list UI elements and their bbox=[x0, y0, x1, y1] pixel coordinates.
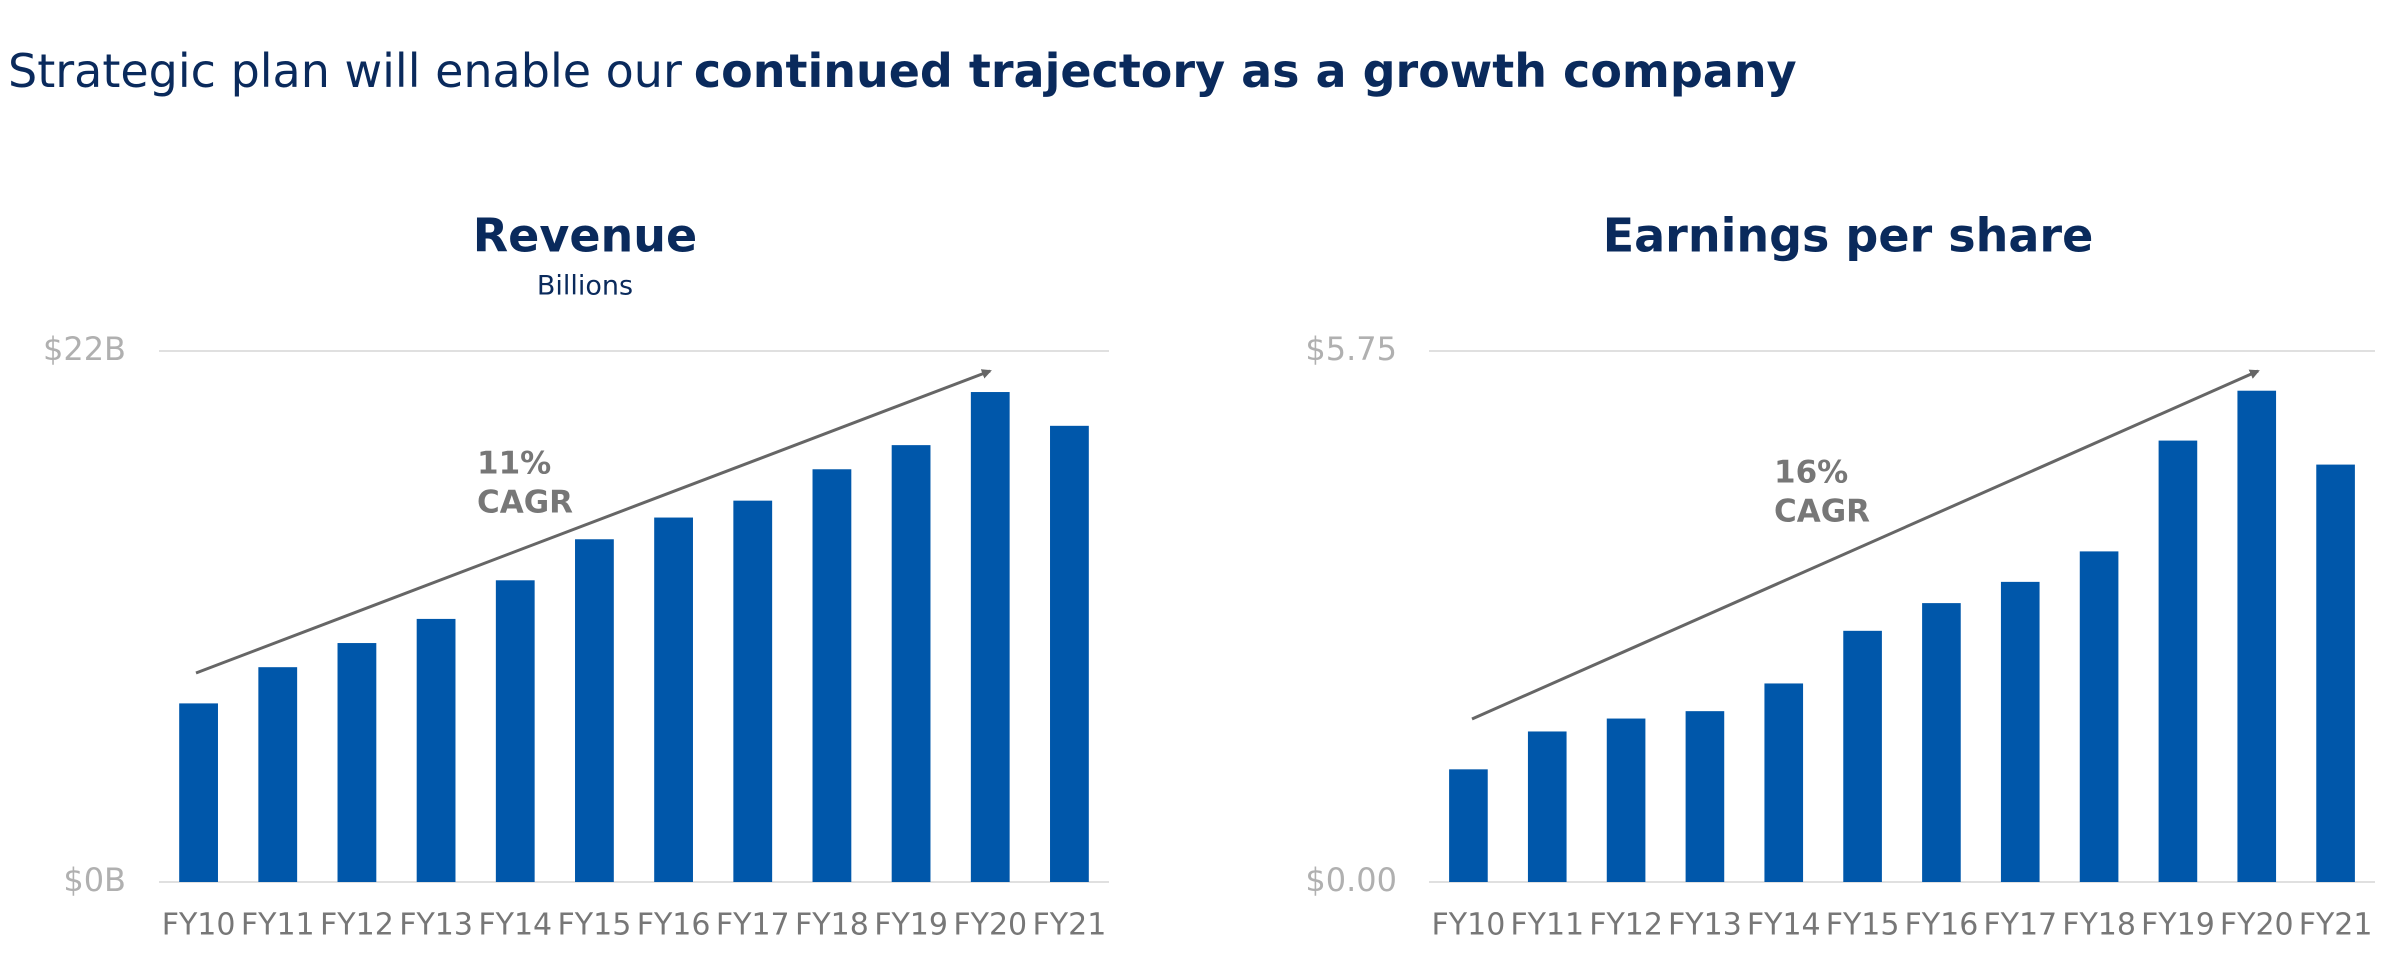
x-tick-label: FY20 bbox=[2220, 908, 2294, 943]
x-tick-label: FY12 bbox=[320, 908, 394, 943]
bar bbox=[2079, 551, 2119, 882]
y-tick-label: $0B bbox=[63, 861, 126, 899]
x-tick-label: FY11 bbox=[1510, 908, 1584, 943]
y-tick-label: $0.00 bbox=[1305, 861, 1397, 899]
title-bold: continued trajectory as a growth company bbox=[694, 44, 1797, 98]
chart-subtitle: Billions bbox=[537, 271, 633, 302]
bar bbox=[733, 500, 773, 882]
x-tick-label: FY10 bbox=[162, 908, 236, 943]
bar bbox=[416, 618, 456, 882]
x-tick-label: FY12 bbox=[1589, 908, 1663, 943]
x-tick-label: FY14 bbox=[1747, 908, 1821, 943]
x-tick-label: FY16 bbox=[637, 908, 711, 943]
x-tick-label: FY19 bbox=[874, 908, 948, 943]
bar bbox=[970, 392, 1010, 882]
trend-arrow bbox=[1471, 369, 2260, 721]
x-tick-label: FY17 bbox=[716, 908, 790, 943]
x-tick-label: FY13 bbox=[399, 908, 473, 943]
chart-title: Revenue bbox=[473, 209, 698, 263]
bar bbox=[2237, 390, 2277, 882]
slide-title: Strategic plan will enable our continued … bbox=[8, 44, 1797, 98]
annotation: 11% bbox=[477, 446, 551, 482]
x-tick-label: FY19 bbox=[2141, 908, 2215, 943]
bar bbox=[1922, 603, 1961, 882]
x-tick-label: FY10 bbox=[1432, 908, 1506, 943]
x-tick-label: FY13 bbox=[1668, 908, 1742, 943]
bar bbox=[2000, 581, 2040, 882]
title-regular: Strategic plan will enable our bbox=[8, 44, 682, 98]
bar bbox=[654, 517, 693, 882]
bar bbox=[1449, 769, 1488, 882]
bar bbox=[1685, 711, 1725, 882]
chart-title: Earnings per share bbox=[1603, 209, 2094, 263]
x-tick-label: FY11 bbox=[241, 908, 315, 943]
bar bbox=[812, 469, 852, 882]
y-tick-label: $22B bbox=[43, 330, 126, 368]
x-tick-label: FY20 bbox=[953, 908, 1027, 943]
x-tick-label: FY21 bbox=[2299, 908, 2373, 943]
bar bbox=[1606, 718, 1646, 882]
bar bbox=[891, 445, 931, 882]
bar bbox=[1527, 731, 1567, 882]
bar bbox=[1050, 425, 1089, 882]
x-tick-label: FY21 bbox=[1033, 908, 1107, 943]
x-tick-label: FY14 bbox=[478, 908, 552, 943]
x-tick-label: FY17 bbox=[1983, 908, 2057, 943]
x-tick-label: FY18 bbox=[2062, 908, 2136, 943]
bar bbox=[258, 667, 298, 882]
annotation: 16% bbox=[1774, 455, 1848, 491]
bar bbox=[1843, 630, 1882, 882]
x-tick-label: FY18 bbox=[795, 908, 869, 943]
x-tick-label: FY16 bbox=[1905, 908, 1979, 943]
bar bbox=[337, 643, 377, 882]
bar bbox=[179, 703, 218, 882]
annotation: CAGR bbox=[1774, 494, 1870, 530]
y-tick-label: $5.75 bbox=[1305, 330, 1397, 368]
bar bbox=[1764, 683, 1804, 882]
bar bbox=[2316, 464, 2355, 882]
bar bbox=[495, 580, 535, 882]
x-tick-label: FY15 bbox=[1826, 908, 1900, 943]
bar bbox=[575, 539, 614, 882]
trend-arrow bbox=[195, 369, 992, 675]
x-tick-label: FY15 bbox=[558, 908, 632, 943]
bar bbox=[2158, 440, 2198, 882]
annotation: CAGR bbox=[477, 485, 573, 521]
